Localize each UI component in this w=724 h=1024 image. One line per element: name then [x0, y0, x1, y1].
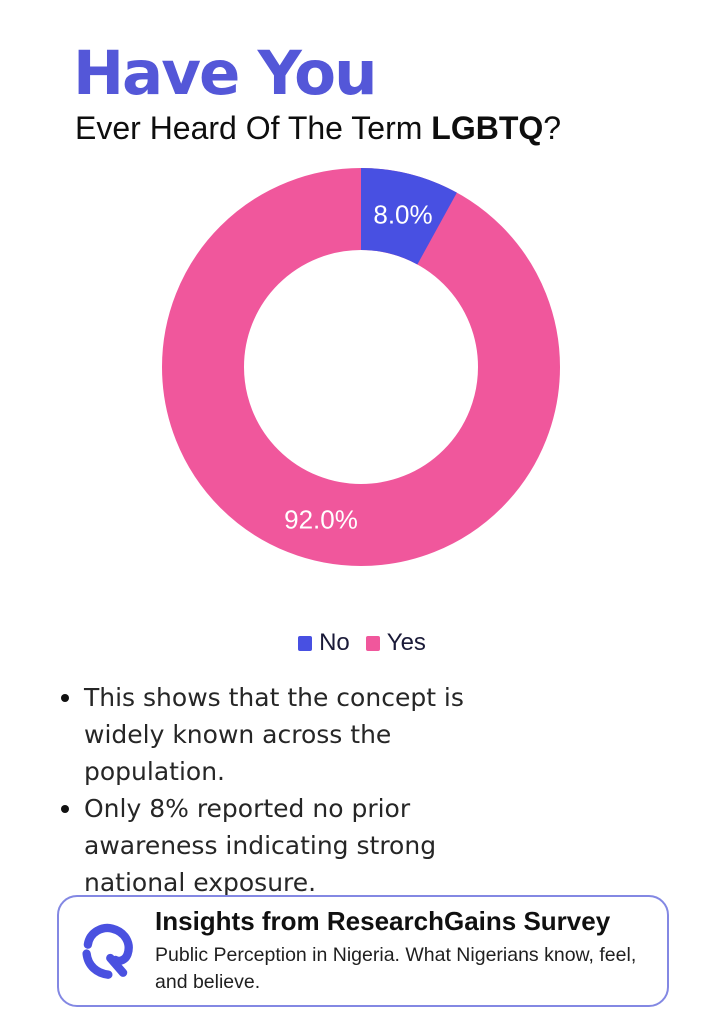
legend-label-no: No [319, 629, 350, 656]
legend-swatch-yes-icon [365, 635, 380, 651]
subtitle-prefix: Ever Heard Of The Term [75, 110, 432, 146]
donut-chart [162, 168, 560, 566]
slice-label-no: 8.0% [373, 199, 433, 230]
legend-swatch-no-icon [298, 635, 313, 651]
subtitle-term: LGBTQ [431, 110, 544, 146]
donut-slice-no [162, 168, 560, 566]
footer-card: Insights from ResearchGains Survey Publi… [57, 895, 669, 1007]
page-title: Have You [73, 38, 377, 109]
subtitle-suffix: ? [543, 110, 562, 146]
bullet-item: Only 8% reported no prior awareness indi… [61, 790, 508, 901]
researchgains-logo-icon [82, 923, 133, 979]
slice-label-yes: 92.0% [284, 504, 358, 535]
footer-title: Insights from ResearchGains Survey [155, 906, 611, 936]
donut-ring-yes [162, 168, 560, 566]
legend-item-no: No [298, 629, 350, 657]
page-subtitle: Ever Heard Of The Term LGBTQ? [75, 110, 561, 147]
chart-legend: No Yes [0, 629, 724, 657]
legend-label-yes: Yes [386, 629, 426, 656]
footer-description: Public Perception in Nigeria. What Niger… [155, 944, 637, 993]
bullet-item: This shows that the concept is widely kn… [61, 679, 508, 790]
legend-item-yes: Yes [365, 629, 426, 657]
insight-bullets: This shows that the concept is widely kn… [61, 679, 508, 901]
footer-text-block: Insights from ResearchGains Survey Publi… [155, 906, 649, 996]
